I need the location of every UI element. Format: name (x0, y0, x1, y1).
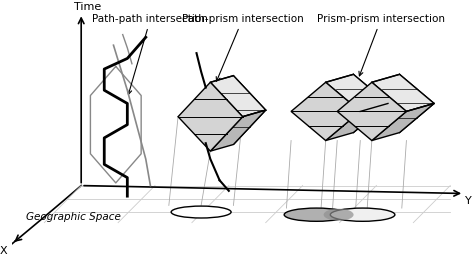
Ellipse shape (171, 206, 231, 218)
Polygon shape (178, 82, 243, 151)
Polygon shape (365, 74, 434, 133)
Polygon shape (372, 104, 434, 141)
Text: Y: Y (465, 196, 472, 206)
Polygon shape (326, 104, 388, 141)
Ellipse shape (284, 208, 349, 221)
Polygon shape (326, 74, 388, 111)
Text: Path-path intersection: Path-path intersection (92, 14, 209, 94)
Text: Path-prism intersection: Path-prism intersection (182, 14, 303, 81)
Ellipse shape (330, 208, 395, 221)
Text: Geographic Space: Geographic Space (26, 212, 121, 222)
Polygon shape (210, 110, 266, 151)
Polygon shape (372, 74, 434, 111)
Polygon shape (210, 76, 266, 117)
Text: X: X (0, 246, 8, 256)
Polygon shape (201, 76, 266, 144)
Text: Prism-prism intersection: Prism-prism intersection (317, 14, 445, 76)
Text: Time: Time (74, 2, 101, 12)
Polygon shape (319, 74, 388, 133)
Polygon shape (291, 82, 360, 141)
Polygon shape (337, 82, 406, 141)
Ellipse shape (324, 209, 354, 221)
